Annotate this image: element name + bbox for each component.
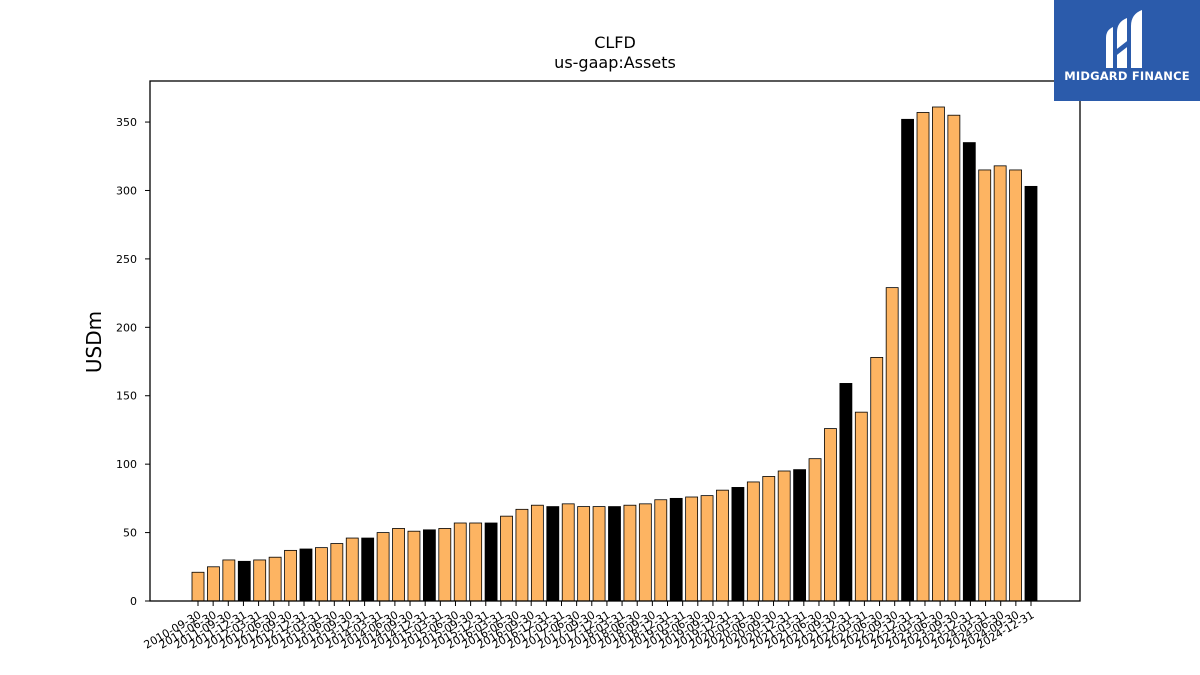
bar <box>438 528 452 602</box>
bar <box>700 495 714 602</box>
bar <box>407 530 421 602</box>
chart-title: CLFD <box>594 33 636 52</box>
bar <box>854 411 868 602</box>
y-tick-label: 0 <box>130 595 137 608</box>
bar <box>207 566 220 602</box>
bar <box>315 547 328 602</box>
bar <box>638 503 652 602</box>
bar <box>947 114 961 602</box>
bar <box>608 506 621 602</box>
bar <box>484 522 498 602</box>
bar <box>191 571 205 602</box>
bar <box>546 506 560 602</box>
bar <box>731 487 745 602</box>
y-axis-ticks: 0 50 100 150 200 250 300 350 <box>116 116 150 608</box>
bar <box>932 106 945 602</box>
bar <box>422 529 436 602</box>
bar <box>453 522 467 602</box>
bar <box>253 559 267 602</box>
bar <box>746 481 760 602</box>
y-axis-label: USDm <box>82 311 106 373</box>
brand-logo: MIDGARD FINANCE <box>1054 0 1200 101</box>
bar <box>777 470 791 602</box>
bar <box>685 496 699 602</box>
bar <box>1009 169 1022 602</box>
bar <box>299 548 313 602</box>
bar <box>885 287 899 602</box>
bar <box>392 528 405 602</box>
y-tick-label: 100 <box>116 458 137 471</box>
midgard-m-logo-icon <box>1106 10 1142 68</box>
bar <box>361 537 375 602</box>
chart-subtitle: us-gaap:Assets <box>554 53 676 72</box>
y-tick-label: 350 <box>116 116 137 129</box>
bar <box>623 504 637 602</box>
bar <box>762 476 776 602</box>
bar <box>669 497 683 602</box>
y-tick-label: 50 <box>123 527 137 540</box>
bar <box>808 458 822 602</box>
bar <box>916 112 930 602</box>
bar <box>268 556 282 602</box>
y-tick-label: 200 <box>116 321 137 334</box>
plot-frame <box>149 80 1081 602</box>
bar <box>993 165 1007 602</box>
y-tick-label: 150 <box>116 390 137 403</box>
bar <box>978 169 992 602</box>
bar <box>515 508 529 602</box>
bar <box>284 549 297 602</box>
bar <box>962 142 976 602</box>
bar <box>237 560 251 602</box>
bar <box>1024 185 1038 602</box>
y-tick-label: 250 <box>116 253 137 266</box>
bar <box>654 499 668 602</box>
bar <box>592 506 606 602</box>
bar <box>901 118 914 602</box>
bar <box>577 506 591 602</box>
bar <box>530 504 544 602</box>
y-tick-label: 300 <box>116 184 137 197</box>
x-axis-ticks: 2010-09-302011-06-302011-09-302011-12-31… <box>142 601 1037 652</box>
bar <box>500 515 513 602</box>
bar <box>330 543 344 602</box>
bar <box>561 503 575 602</box>
bar <box>716 489 729 602</box>
bar <box>870 357 884 602</box>
bar <box>793 469 807 602</box>
bar <box>469 522 483 602</box>
bar-series <box>191 106 1038 602</box>
bar <box>345 537 359 602</box>
bar <box>376 532 390 602</box>
bar <box>824 428 837 602</box>
brand-name: MIDGARD FINANCE <box>1064 69 1190 83</box>
bar <box>839 383 853 602</box>
bar <box>222 559 236 602</box>
